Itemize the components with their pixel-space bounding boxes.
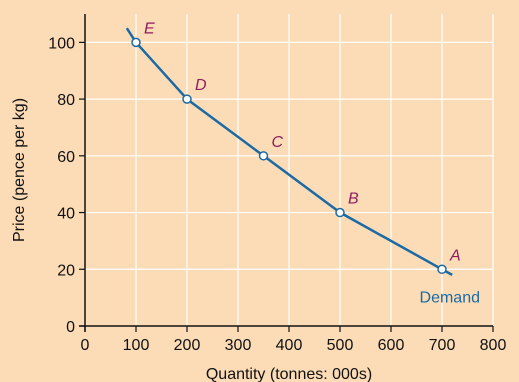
x-tick-label: 400 xyxy=(276,337,303,354)
point-d xyxy=(182,94,192,104)
x-tick-label: 200 xyxy=(174,337,201,354)
point-c xyxy=(258,151,269,161)
x-tick-label: 0 xyxy=(81,337,90,354)
x-tick-label: 500 xyxy=(327,337,354,354)
y-tick-label: 80 xyxy=(57,92,75,109)
tick-labels: 0 100 200 300 400 500 600 700 800 0 20 40 60 80 100 xyxy=(48,35,506,354)
axes xyxy=(79,14,494,332)
point-label-b: B xyxy=(348,191,359,208)
series-layer: A B C D E Demand xyxy=(125,20,480,306)
point-label-c: C xyxy=(272,134,284,151)
series-label-demand: Demand xyxy=(420,289,480,306)
y-tick-label: 40 xyxy=(57,206,75,223)
y-tick-label: 20 xyxy=(57,262,75,279)
point-e xyxy=(131,37,141,48)
point-label-d: D xyxy=(195,77,207,94)
point-label-a: A xyxy=(449,247,461,264)
y-tick-label: 0 xyxy=(66,319,75,336)
x-tick-label: 100 xyxy=(123,337,150,354)
x-tick-label: 700 xyxy=(429,337,456,354)
x-tick-label: 600 xyxy=(378,337,405,354)
point-b xyxy=(335,207,345,218)
x-tick-label: 300 xyxy=(225,337,252,354)
point-a xyxy=(437,264,447,275)
y-axis-label: Price (pence per kg) xyxy=(11,98,28,242)
x-axis-label: Quantity (tonnes: 000s) xyxy=(206,366,372,382)
x-tick-label: 800 xyxy=(480,337,507,354)
point-label-e: E xyxy=(144,20,155,37)
y-tick-label: 60 xyxy=(57,149,75,166)
y-tick-label: 100 xyxy=(48,35,75,52)
grid xyxy=(85,14,494,326)
